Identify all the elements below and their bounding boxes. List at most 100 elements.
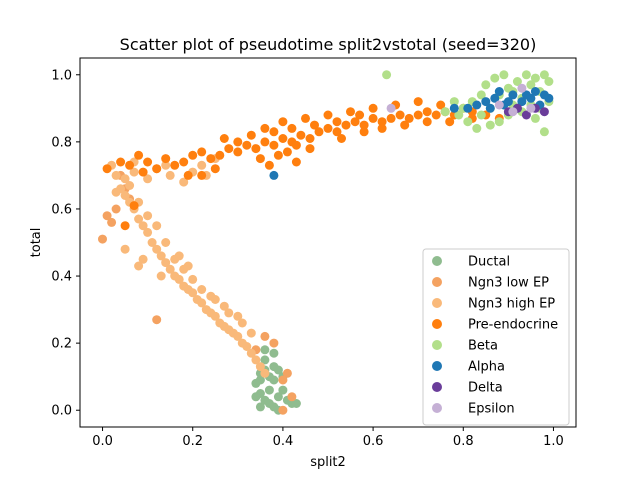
point-0-6	[260, 355, 270, 365]
point-0-9	[278, 385, 288, 395]
x-axis-label: split2	[310, 455, 346, 470]
point-4-27	[454, 110, 464, 120]
point-3-25	[332, 127, 342, 137]
point-3-55	[436, 100, 446, 110]
point-3-5	[152, 164, 162, 174]
point-3-51	[346, 107, 355, 117]
point-0-5	[273, 392, 283, 402]
point-2-32	[251, 355, 261, 365]
point-2-20	[197, 298, 207, 308]
point-3-13	[224, 144, 234, 154]
legend-marker-5	[432, 361, 442, 371]
point-4-32	[476, 90, 486, 100]
x-tick-label-2: 0.4	[273, 434, 294, 449]
point-2-53	[156, 271, 166, 281]
point-3-36	[431, 110, 441, 120]
point-3-59	[291, 140, 301, 150]
point-3-34	[413, 110, 423, 120]
point-2-15	[174, 274, 184, 284]
point-3-32	[395, 110, 405, 120]
point-2-48	[129, 167, 139, 177]
point-6-2	[521, 110, 531, 120]
point-3-58	[210, 164, 220, 174]
point-4-3	[476, 110, 486, 120]
point-1-13	[278, 375, 288, 385]
point-2-52	[120, 244, 130, 254]
point-4-22	[463, 117, 473, 127]
point-2-3	[120, 191, 130, 200]
legend-label-5: Alpha	[468, 360, 505, 375]
x-tick-label-4: 0.8	[453, 434, 474, 449]
point-5-0	[481, 97, 491, 107]
point-2-13	[165, 264, 175, 274]
legend-label-1: Ngn3 low EP	[468, 276, 549, 291]
point-3-46	[246, 130, 256, 140]
point-0-21	[291, 399, 301, 408]
point-3-44	[282, 147, 292, 157]
point-4-23	[472, 123, 482, 133]
point-0-8	[255, 402, 265, 412]
point-4-25	[440, 107, 450, 117]
point-2-58	[233, 311, 243, 321]
point-3-6	[161, 154, 171, 164]
point-2-37	[143, 211, 153, 221]
legend-marker-1	[432, 277, 442, 287]
point-1-12	[102, 211, 112, 221]
point-3-3	[138, 167, 148, 177]
point-3-27	[350, 117, 360, 127]
point-3-43	[273, 150, 283, 160]
point-5-15	[472, 100, 482, 110]
point-1-6	[282, 368, 292, 378]
point-3-23	[314, 127, 324, 137]
point-0-19	[264, 385, 274, 395]
point-3-2	[125, 160, 135, 170]
ticks-layer: 0.0 0.2 0.4 0.6 0.8 1.0 0.0 0.2 0.4 0.6 0.8 1.0	[51, 68, 563, 449]
point-1-0	[107, 217, 117, 227]
legend-marker-3	[432, 319, 442, 329]
point-1-1	[111, 204, 121, 214]
point-2-55	[183, 261, 193, 271]
legend-label-6: Delta	[468, 381, 503, 396]
point-7-2	[508, 107, 518, 117]
point-2-34	[260, 368, 270, 378]
point-3-19	[278, 134, 288, 143]
point-1-5	[152, 315, 162, 325]
x-tick-label-1: 0.2	[182, 434, 203, 449]
point-2-28	[233, 331, 243, 341]
point-3-21	[296, 130, 306, 140]
plot-frame	[79, 57, 577, 428]
point-2-47	[120, 174, 130, 184]
point-3-17	[260, 137, 270, 147]
point-2-31	[246, 348, 256, 358]
point-7-0	[386, 103, 396, 113]
x-tick-label-3: 0.6	[363, 434, 384, 449]
point-3-48	[278, 117, 288, 127]
point-5-11	[521, 90, 531, 100]
point-2-18	[188, 288, 198, 298]
point-4-10	[539, 70, 549, 80]
legend-label-7: Epsilon	[468, 402, 515, 417]
point-3-31	[386, 113, 396, 123]
y-tick-label-0: 0.0	[51, 404, 72, 419]
point-3-50	[323, 110, 333, 120]
point-2-57	[219, 301, 229, 311]
legend-marker-0	[432, 256, 442, 266]
point-0-7	[269, 348, 279, 358]
point-2-50	[138, 254, 148, 264]
point-4-26	[449, 97, 459, 107]
point-3-29	[368, 113, 378, 123]
y-axis-label: total	[29, 228, 44, 258]
y-tick-label-1: 0.2	[51, 337, 72, 352]
point-0-12	[260, 395, 270, 405]
point-2-23	[210, 311, 220, 321]
point-2-54	[174, 251, 184, 261]
point-0-17	[251, 392, 261, 402]
point-3-74	[197, 170, 207, 180]
point-3-9	[188, 150, 198, 160]
point-1-8	[287, 392, 297, 402]
point-3-61	[332, 117, 342, 127]
point-3-63	[377, 123, 387, 133]
point-2-46	[237, 318, 247, 328]
x-tick-label-0: 0.0	[92, 434, 113, 449]
point-2-43	[197, 285, 207, 294]
